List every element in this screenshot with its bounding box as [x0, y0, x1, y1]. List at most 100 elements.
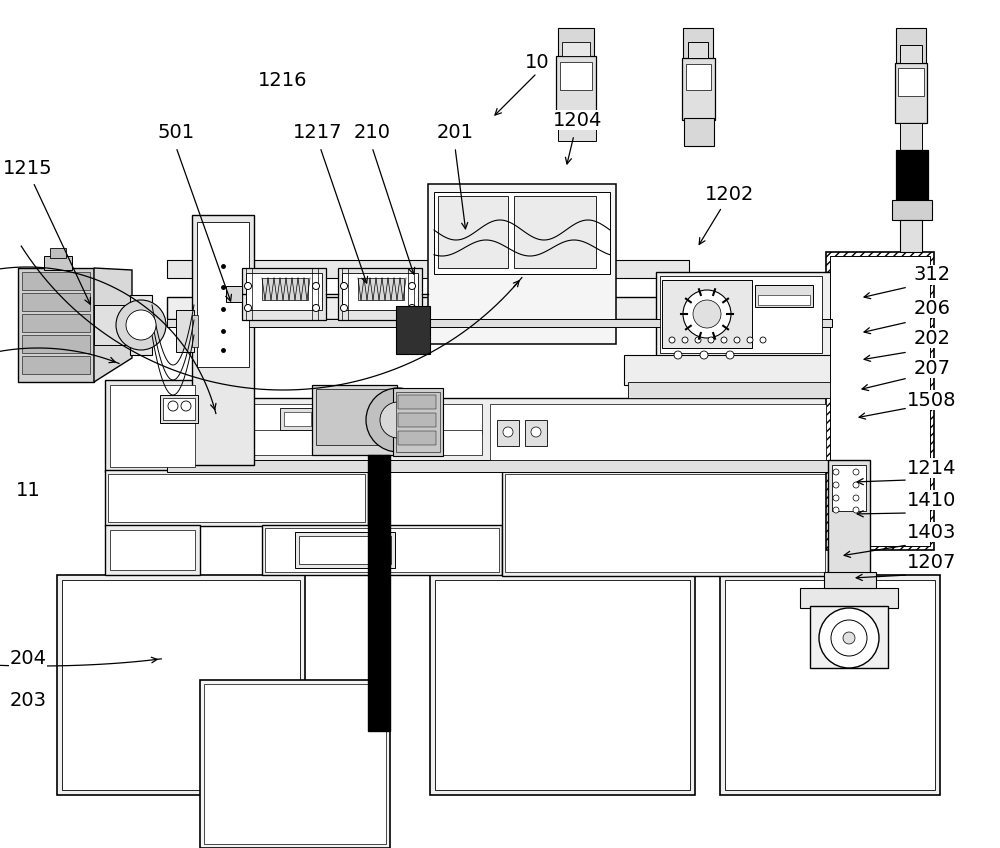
Bar	[105, 380, 200, 472]
Circle shape	[831, 620, 867, 656]
Bar	[684, 118, 714, 146]
Circle shape	[819, 608, 879, 668]
Text: 1410: 1410	[907, 490, 957, 510]
Bar	[558, 28, 594, 70]
Bar	[130, 295, 152, 355]
Bar	[22, 356, 90, 374]
Circle shape	[531, 427, 541, 437]
Circle shape	[683, 290, 731, 338]
Bar	[167, 260, 689, 278]
Bar	[660, 276, 822, 353]
Text: 1207: 1207	[907, 553, 957, 572]
Text: 1403: 1403	[907, 522, 957, 542]
Circle shape	[340, 304, 348, 311]
Circle shape	[312, 282, 320, 289]
Circle shape	[760, 337, 766, 343]
Bar	[342, 273, 418, 310]
Bar	[558, 117, 596, 141]
Bar	[262, 525, 502, 575]
Bar	[497, 420, 519, 446]
Bar	[200, 680, 390, 848]
Bar	[810, 606, 888, 668]
Bar	[108, 474, 365, 522]
Circle shape	[747, 337, 753, 343]
Circle shape	[721, 337, 727, 343]
Bar	[900, 123, 922, 151]
Bar	[826, 252, 934, 550]
Circle shape	[168, 401, 178, 411]
Bar	[192, 215, 254, 465]
Text: 1214: 1214	[907, 459, 957, 477]
Bar	[204, 684, 386, 844]
Bar	[686, 64, 711, 90]
Bar	[438, 196, 508, 268]
Bar	[628, 382, 830, 398]
Circle shape	[843, 632, 855, 644]
Bar	[398, 431, 436, 445]
Bar	[398, 395, 436, 409]
Bar	[393, 388, 443, 456]
Bar	[398, 413, 436, 427]
Text: 1217: 1217	[293, 122, 343, 142]
Bar	[824, 572, 876, 588]
Bar	[318, 408, 348, 430]
Bar	[396, 306, 430, 354]
Bar	[428, 184, 616, 344]
Bar	[299, 536, 391, 564]
Bar	[163, 398, 195, 420]
Bar	[167, 398, 832, 466]
Bar	[105, 525, 200, 575]
Text: 203: 203	[10, 690, 46, 710]
Bar	[624, 355, 834, 385]
Circle shape	[853, 507, 859, 513]
Circle shape	[693, 300, 721, 328]
Bar	[430, 575, 695, 795]
Bar	[94, 305, 134, 345]
Circle shape	[354, 412, 366, 424]
Text: 1508: 1508	[907, 390, 957, 410]
Text: 1215: 1215	[3, 159, 53, 177]
Circle shape	[734, 337, 740, 343]
Bar	[167, 297, 832, 319]
Bar	[898, 68, 924, 96]
Bar	[490, 404, 826, 460]
Bar	[895, 63, 927, 123]
Text: 1216: 1216	[258, 70, 308, 90]
Bar	[434, 192, 610, 274]
Bar	[832, 465, 866, 511]
Bar	[246, 273, 322, 310]
Bar	[900, 220, 922, 252]
Text: 202: 202	[914, 328, 950, 348]
Bar	[502, 470, 828, 576]
Bar	[110, 530, 195, 570]
Bar	[167, 460, 832, 472]
Bar	[755, 285, 813, 307]
Bar	[192, 315, 198, 347]
Bar	[172, 430, 482, 455]
Bar	[514, 196, 596, 268]
Text: 204: 204	[10, 649, 46, 667]
Circle shape	[116, 300, 166, 350]
Circle shape	[833, 507, 839, 513]
Bar	[525, 420, 547, 446]
Circle shape	[695, 337, 701, 343]
Bar	[110, 385, 195, 467]
Bar	[830, 256, 930, 546]
Circle shape	[708, 337, 714, 343]
Bar	[295, 532, 395, 568]
Circle shape	[853, 469, 859, 475]
Bar	[50, 248, 66, 258]
Bar	[57, 575, 305, 795]
Circle shape	[380, 402, 416, 438]
Circle shape	[669, 337, 675, 343]
Bar	[656, 272, 834, 357]
Text: 10: 10	[525, 53, 549, 71]
Bar	[828, 460, 870, 574]
Bar	[435, 580, 690, 790]
Bar	[160, 395, 198, 423]
Bar	[350, 408, 378, 430]
Text: 501: 501	[157, 122, 195, 142]
Bar	[242, 268, 326, 320]
Bar	[18, 268, 94, 382]
Circle shape	[340, 282, 348, 289]
